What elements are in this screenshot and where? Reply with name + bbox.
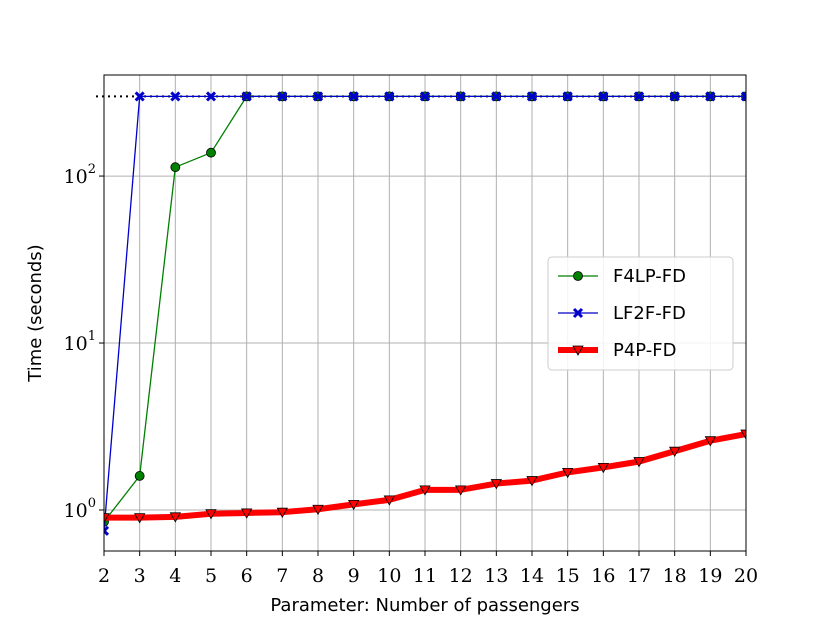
marker [133,513,146,524]
marker [597,462,610,474]
x-tick-label: 14 [520,565,544,587]
legend-marker [572,307,584,319]
legend-label: P4P-FD [613,340,676,361]
marker [526,476,538,487]
marker [419,91,431,102]
marker [526,91,538,102]
x-tick-label: 15 [556,565,580,587]
x-tick-label: 18 [663,565,687,587]
marker [419,485,431,496]
x-axis-label: Parameter: Number of passengers [270,595,579,616]
x-tick-label: 11 [413,565,437,587]
marker [633,91,645,102]
marker [490,479,503,490]
x-tick-label: 5 [205,565,217,587]
marker [277,91,288,102]
marker [104,525,110,536]
x-tick-label: 9 [348,565,360,587]
marker [740,91,746,102]
legend-marker [572,345,584,356]
marker [561,467,574,479]
marker [170,162,181,173]
x-tick-label: 7 [276,565,288,587]
marker [312,91,324,102]
marker [347,500,360,511]
marker [206,147,216,158]
marker [134,471,145,481]
y-tick-label: 100 [64,495,96,521]
x-tick-label: 16 [591,565,615,587]
marker [454,485,467,496]
marker [170,91,181,102]
marker [668,446,681,458]
x-tick-label: 10 [377,565,401,587]
marker [241,91,252,102]
x-tick-label: 4 [169,565,181,587]
marker [705,91,716,102]
legend-box [547,256,734,371]
legend-label: F4LP-FD [613,266,686,287]
marker [169,512,182,523]
legend: F4LP-FD LF2F-FD P4P-FD [547,256,734,371]
marker [276,507,289,519]
x-tick-label: 8 [312,565,324,587]
y-tick-label: 101 [64,329,96,356]
x-tick-label: 12 [449,565,473,587]
legend-marker [573,271,583,281]
marker [704,436,717,447]
x-tick-label: 2 [98,565,110,587]
marker [104,513,110,524]
marker [740,429,746,440]
marker [669,91,680,102]
marker [312,504,324,516]
marker [134,91,145,102]
marker [205,91,217,102]
marker [598,91,609,102]
plot-frame [103,74,747,552]
x-tick-label: 3 [134,565,146,587]
marker [205,509,217,520]
marker [348,91,359,102]
marker [562,91,573,102]
x-tick-label: 6 [241,565,253,587]
marker [633,457,645,468]
marker [491,91,502,102]
y-tick-label: 102 [64,162,96,189]
marker [384,91,395,102]
marker [240,508,253,519]
x-tick-label: 20 [734,565,758,587]
plot [104,91,746,536]
marker [383,495,396,506]
x-tick-label: 13 [484,565,508,587]
legend-label: LF2F-FD [613,303,686,324]
y-axis-label: Time (seconds) [25,244,46,382]
marker [455,91,466,102]
x-tick-label: 19 [698,565,722,587]
x-tick-label: 17 [627,565,651,587]
